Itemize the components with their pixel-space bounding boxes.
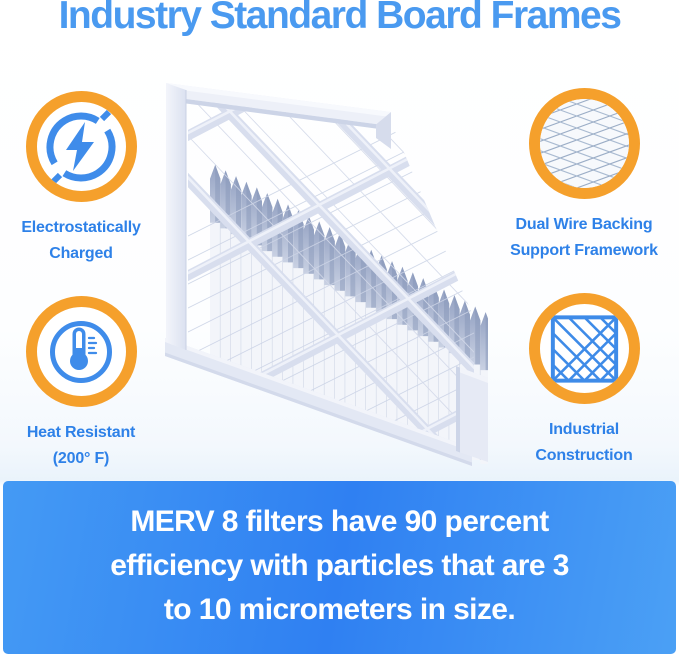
orange-ring bbox=[25, 91, 137, 202]
merv-info-banner: MERV 8 filters have 90 percent efficienc… bbox=[3, 481, 676, 654]
orange-ring bbox=[25, 296, 137, 407]
banner-line1: MERV 8 filters have 90 percent bbox=[130, 504, 549, 538]
feature-label: Heat Resistant (200° F) bbox=[26, 420, 136, 473]
feature-heat-resistant: Heat Resistant (200° F) bbox=[0, 296, 176, 473]
feature-label-line1: Heat Resistant bbox=[26, 424, 136, 441]
feature-label-line1: Dual Wire Backing bbox=[515, 216, 653, 233]
feature-label: Electrostatically Charged bbox=[21, 215, 141, 268]
feature-electrostatically-charged: Electrostatically Charged bbox=[0, 91, 176, 268]
wire-mesh-icon bbox=[539, 99, 629, 188]
feature-label-line1: Industrial bbox=[548, 421, 619, 438]
page-title: Industry Standard Board Frames bbox=[58, 0, 622, 37]
feature-label-line2: (200° F) bbox=[52, 450, 110, 468]
feature-label: Industrial Construction bbox=[535, 417, 632, 470]
feature-dual-wire-backing: Dual Wire Backing Support Framework bbox=[489, 88, 679, 265]
feature-label-line2: Construction bbox=[535, 447, 633, 465]
banner-line2: efficiency with particles that are 3 bbox=[110, 548, 569, 582]
feature-label: Dual Wire Backing Support Framework bbox=[510, 212, 658, 265]
thermometer-icon bbox=[50, 320, 112, 383]
lattice-grid-icon bbox=[550, 314, 618, 383]
feature-label-line1: Electrostatically bbox=[21, 219, 141, 236]
feature-industrial-construction: Industrial Construction bbox=[489, 293, 679, 470]
air-filter-illustration bbox=[165, 83, 488, 466]
feature-label-line2: Charged bbox=[49, 245, 113, 263]
feature-label-line2: Support Framework bbox=[510, 242, 658, 260]
orange-ring bbox=[528, 88, 640, 199]
banner-line3: to 10 micrometers in size. bbox=[163, 592, 516, 626]
lightning-icon bbox=[46, 109, 116, 184]
orange-ring bbox=[528, 293, 640, 404]
